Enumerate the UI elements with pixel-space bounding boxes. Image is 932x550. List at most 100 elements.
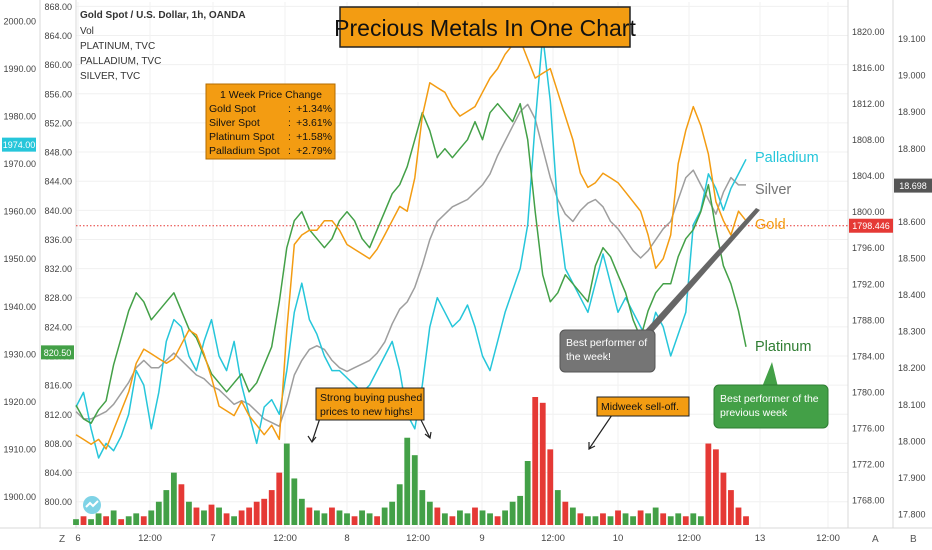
palladium-axis-tick: 812.00 <box>44 410 72 420</box>
platinum-line <box>75 102 747 425</box>
time-axis-tick: 12:00 <box>138 533 162 544</box>
palladium-axis-tick: 808.00 <box>44 439 72 449</box>
price-tag-bg <box>894 178 932 193</box>
gold-axis-tick: 1980.00 <box>3 112 36 122</box>
legend-palladium[interactable]: PALLADIUM, TVC <box>80 56 161 67</box>
palladium-axis-tick: 844.00 <box>44 177 72 187</box>
silver-price-axis[interactable]: 19.10019.00018.90018.80018.70018.60018.5… <box>898 34 926 519</box>
volume-bar <box>630 516 636 525</box>
volume-bar <box>73 519 79 525</box>
gold-axis-tick: 1900.00 <box>3 492 36 502</box>
time-axis-tick: 7 <box>210 533 215 544</box>
palladium-axis-tick: 852.00 <box>44 118 72 128</box>
volume-bar <box>216 507 222 525</box>
chart-title: Precious Metals In One Chart <box>334 15 636 41</box>
volume-bar <box>615 510 621 525</box>
volume-bar <box>712 449 719 525</box>
volume-bar <box>509 501 516 525</box>
volume-bar <box>133 513 140 525</box>
volume-bar <box>411 455 418 525</box>
time-axis[interactable]: 6 12:00 7 12:00 8 12:00 9 12:00 10 12:00 13 12:00 <box>75 533 840 544</box>
palladium-axis-tick: 864.00 <box>44 31 72 41</box>
platinum-axis-tick: 1804.00 <box>852 171 885 181</box>
annotation-strong-buying[interactable]: Strong buying pushed prices to new highs… <box>307 387 432 444</box>
annotation-best-performer-previous[interactable]: Best performer of the previous week <box>713 362 829 429</box>
volume-bar <box>80 516 87 525</box>
silver-line <box>75 103 746 428</box>
silver-axis-tick: 18.200 <box>898 363 926 373</box>
volume-bar <box>148 510 155 525</box>
volume-bar <box>246 507 253 525</box>
info-row-gold-sep: : <box>288 103 291 115</box>
annotation-best-week-line2: the week! <box>566 351 611 363</box>
corner-label-a[interactable]: A <box>872 534 879 545</box>
legend-vol[interactable]: Vol <box>80 26 94 37</box>
volume-bar <box>472 507 478 525</box>
axis-lines <box>0 0 932 529</box>
volume-bar <box>88 519 94 525</box>
info-box-title: 1 Week Price Change <box>220 89 322 101</box>
corner-label-b[interactable]: B <box>910 534 917 545</box>
volume-bar <box>569 507 576 525</box>
silver-axis-tick: 18.800 <box>898 144 926 154</box>
volume-bar <box>494 516 501 525</box>
gold-price-axis[interactable]: 2000.00 1990.00 1980.00 1970.00 1960.00 1950.… <box>3 17 36 502</box>
palladium-axis-tick: 800.00 <box>44 497 72 507</box>
volume-bar <box>487 513 493 525</box>
platinum-axis-tick: 1820.00 <box>852 27 885 37</box>
volume-bar <box>577 513 584 525</box>
silver-axis-tick: 19.100 <box>898 34 926 44</box>
silver-axis-tick: 18.500 <box>898 254 926 264</box>
volume-bar <box>720 472 727 525</box>
volume-bar <box>351 516 358 525</box>
volume-bar <box>298 498 305 525</box>
volume-bar <box>283 443 290 525</box>
silver-axis-tick: 17.900 <box>898 473 926 483</box>
platinum-price-axis[interactable]: 1820.00 1816.00 1812.00 1808.00 1804.00 1800.… <box>852 27 885 505</box>
legend-platinum[interactable]: PLATINUM, TVC <box>80 41 155 52</box>
volume-bar <box>562 501 569 525</box>
volume-bar <box>592 516 599 525</box>
platinum-axis-tick: 1808.00 <box>852 135 885 145</box>
legend-silver[interactable]: SILVER, TVC <box>80 71 140 82</box>
volume-bar <box>110 510 117 525</box>
volume-bar <box>276 472 283 525</box>
info-row-palladium-sep: : <box>288 145 291 157</box>
platinum-axis-tick: 1776.00 <box>852 423 885 433</box>
volume-bar <box>524 461 531 525</box>
price-change-box: 1 Week Price Change Gold Spot : +1.34% S… <box>205 83 336 160</box>
platinum-axis-tick: 1784.00 <box>852 351 885 361</box>
annotation-best-performer-week[interactable]: Best performer of the week! <box>559 208 760 373</box>
volume-bar <box>201 510 207 525</box>
annotation-best-prev-line1: Best performer of the <box>720 393 819 405</box>
silver-series-label: Silver <box>755 182 791 198</box>
corner-label-z[interactable]: Z <box>59 534 65 545</box>
time-axis-tick: 8 <box>344 533 349 544</box>
volume-bar <box>645 513 652 525</box>
volume-bar <box>118 519 125 525</box>
price-tag-bg <box>41 345 74 360</box>
legend[interactable]: Gold Spot / U.S. Dollar, 1h, OANDA Vol P… <box>80 10 246 82</box>
palladium-axis-tick: 828.00 <box>44 293 72 303</box>
platinum-axis-tick: 1812.00 <box>852 99 885 109</box>
volume-bar <box>336 510 343 525</box>
palladium-axis-tick: 816.00 <box>44 381 72 391</box>
volume-bar <box>389 501 396 525</box>
silver-axis-tick: 18.600 <box>898 217 926 227</box>
info-row-platinum-name: Platinum Spot <box>209 131 274 143</box>
palladium-axis-tick: 832.00 <box>44 264 72 274</box>
volume-bar <box>532 397 539 525</box>
palladium-line <box>75 34 747 459</box>
legend-main[interactable]: Gold Spot / U.S. Dollar, 1h, OANDA <box>80 10 246 21</box>
volume-bar <box>329 507 335 525</box>
volume-bar <box>186 501 192 525</box>
series-labels: Palladium Silver Gold Platinum <box>755 150 819 355</box>
info-row-palladium-name: Palladium Spot <box>209 145 280 157</box>
info-row-platinum-sep: : <box>288 131 291 143</box>
volume-bar <box>690 513 697 525</box>
volume-bar <box>479 510 486 525</box>
volume-bar <box>170 472 177 525</box>
palladium-axis-tick: 860.00 <box>44 60 72 70</box>
annotation-midweek-selloff[interactable]: Midweek sell-off. <box>588 396 690 450</box>
